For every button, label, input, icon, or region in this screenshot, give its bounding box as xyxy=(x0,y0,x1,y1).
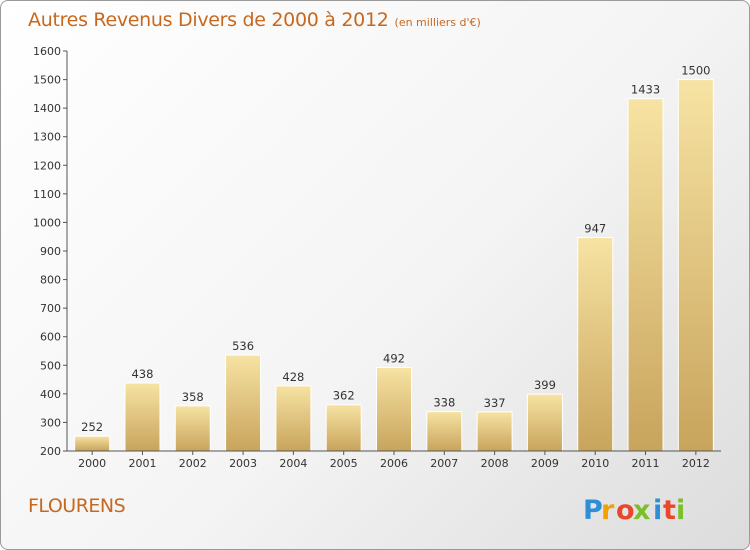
logo-letter: r xyxy=(601,495,615,526)
logo-letter: i xyxy=(653,495,662,526)
x-tick-label: 2009 xyxy=(531,457,559,470)
y-tick-label: 1400 xyxy=(33,102,61,115)
bar xyxy=(426,411,463,452)
y-tick-label: 400 xyxy=(40,388,61,401)
bar-value-label: 338 xyxy=(433,396,455,410)
bar xyxy=(376,367,412,452)
bar-value-label: 1433 xyxy=(631,83,660,97)
bar-value-label: 399 xyxy=(534,378,556,392)
bar-value-label: 947 xyxy=(584,222,606,236)
chart-title-unit: (en milliers d'€) xyxy=(394,16,481,29)
bar-value-label: 358 xyxy=(182,390,204,404)
bar-value-label: 362 xyxy=(333,389,355,403)
logo-letter: P xyxy=(583,495,603,526)
logo-letter: o xyxy=(616,495,635,526)
x-axis: 2000 2001 2002 2003 2004 2005 2006 2007 2008 2009… xyxy=(67,450,721,470)
bars: 252 438 358 536 428 362 492 338 337 399 947 1433 150… xyxy=(74,64,714,452)
bar xyxy=(275,385,312,452)
x-tick-label: 2005 xyxy=(330,457,358,470)
y-tick-label: 600 xyxy=(40,331,61,344)
bar-value-label: 252 xyxy=(81,420,103,434)
bar xyxy=(627,98,664,452)
x-tick-label: 2001 xyxy=(128,457,156,470)
x-tick-label: 2008 xyxy=(481,457,509,470)
x-tick-label: 2003 xyxy=(229,457,257,470)
y-axis: 200 300 400 500 600 700 800 900 1000 1100 1200 1300… xyxy=(33,45,68,458)
bar-value-label: 438 xyxy=(131,367,153,381)
y-tick-label: 1600 xyxy=(33,45,61,58)
logo-letter: x xyxy=(633,495,650,526)
x-tick-label: 2004 xyxy=(279,457,307,470)
x-tick-label: 2010 xyxy=(581,457,609,470)
bar xyxy=(225,354,262,452)
chart-title: Autres Revenus Divers de 2000 à 2012 (en … xyxy=(28,9,481,31)
y-tick-label: 1000 xyxy=(33,216,61,229)
commune-name: FLOURENS xyxy=(28,495,126,517)
x-tick-label: 2002 xyxy=(179,457,207,470)
bar xyxy=(577,237,614,452)
y-tick-label: 1500 xyxy=(33,74,61,87)
y-tick-label: 800 xyxy=(40,274,61,287)
logo-letter: t xyxy=(663,495,676,526)
bar xyxy=(677,79,714,452)
y-tick-label: 200 xyxy=(40,445,61,458)
y-tick-label: 300 xyxy=(40,416,61,429)
proxiti-logo: Pr ox i t i xyxy=(583,495,685,526)
bar xyxy=(174,405,211,452)
chart-title-text: Autres Revenus Divers de 2000 à 2012 xyxy=(28,9,389,31)
bar-value-label: 428 xyxy=(282,370,304,384)
bar xyxy=(476,411,513,452)
y-tick-label: 900 xyxy=(40,245,61,258)
x-tick-label: 2011 xyxy=(632,457,660,470)
x-tick-label: 2007 xyxy=(430,457,458,470)
y-tick-label: 1200 xyxy=(33,159,61,172)
x-tick-label: 2012 xyxy=(682,457,710,470)
bar-value-label: 492 xyxy=(383,352,405,366)
y-tick-label: 500 xyxy=(40,359,61,372)
y-tick-label: 1300 xyxy=(33,131,61,144)
bar xyxy=(74,435,111,452)
bar-value-label: 1500 xyxy=(681,64,710,78)
bar xyxy=(325,404,362,452)
y-tick-label: 1100 xyxy=(33,188,61,201)
x-tick-label: 2000 xyxy=(78,457,106,470)
x-tick-label: 2006 xyxy=(380,457,408,470)
bar xyxy=(526,393,563,452)
bar-value-label: 536 xyxy=(232,339,254,353)
bar-value-label: 337 xyxy=(484,396,506,410)
bar xyxy=(124,382,161,452)
y-tick-label: 700 xyxy=(40,302,61,315)
logo-letter: i xyxy=(676,495,685,526)
